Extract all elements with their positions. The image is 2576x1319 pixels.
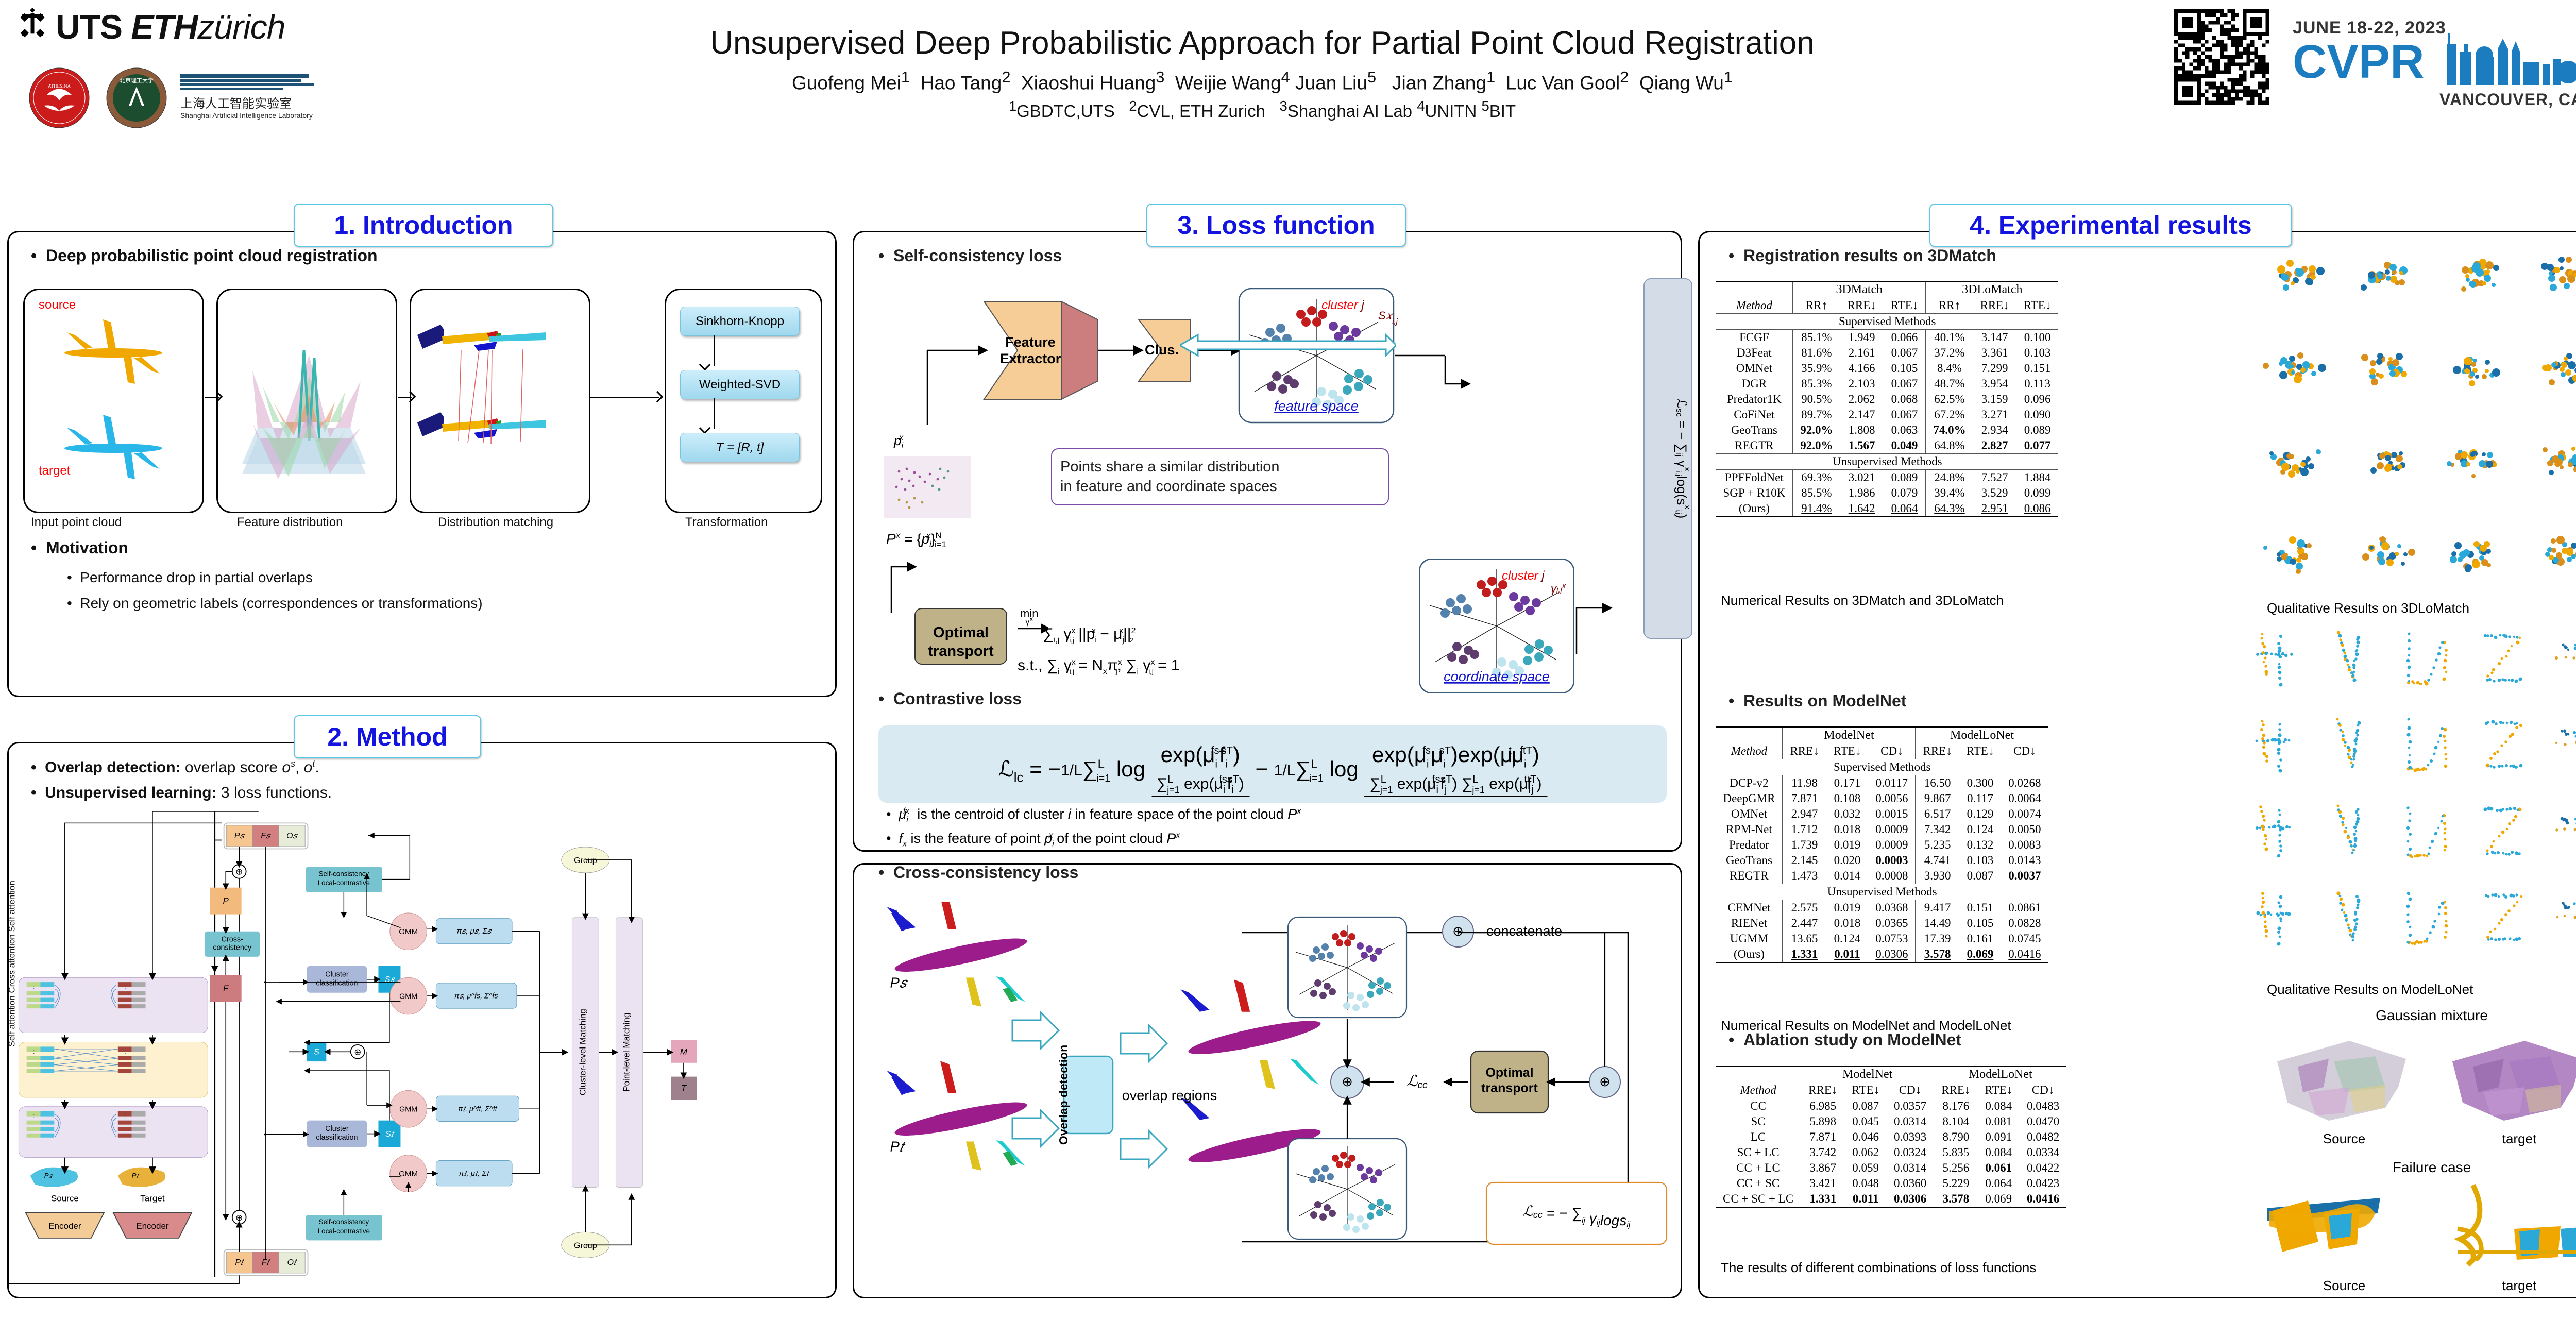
svg-text:⊕: ⊕: [235, 1213, 243, 1223]
svg-text:P𝑡: P𝑡: [235, 1258, 244, 1267]
svg-text::: :: [124, 1049, 126, 1055]
svg-text:P𝑡: P𝑡: [132, 1172, 140, 1180]
svg-text::: :: [124, 1113, 126, 1120]
svg-text:⊕: ⊕: [1342, 1074, 1353, 1089]
svg-text::: :: [33, 984, 35, 991]
svg-text:Encoder: Encoder: [136, 1221, 169, 1231]
svg-text:S𝑡: S𝑡: [385, 1129, 395, 1139]
svg-text:consistency: consistency: [213, 944, 252, 952]
svg-text:Cluster: Cluster: [325, 970, 349, 978]
svg-text:O𝑡: O𝑡: [287, 1258, 298, 1267]
svg-text:Local-contrastive: Local-contrastive: [318, 1227, 370, 1235]
svg-text:P: P: [223, 896, 229, 906]
svg-text:Source: Source: [51, 1193, 79, 1203]
svg-text:Self-consistency: Self-consistency: [319, 1218, 369, 1226]
svg-text:F𝑠: F𝑠: [261, 831, 271, 840]
svg-text:coordinate space: coordinate space: [1444, 669, 1550, 684]
svg-text:transport: transport: [1481, 1081, 1538, 1095]
svg-text::: :: [33, 1113, 35, 1120]
svg-text:π𝑡, μ𝑡, Σ𝑡: π𝑡, μ𝑡, Σ𝑡: [459, 1169, 490, 1178]
svg-text:Encoder: Encoder: [48, 1221, 81, 1231]
svg-text::: :: [124, 984, 126, 991]
svg-text:Overlap detection: Overlap detection: [1057, 1045, 1070, 1145]
svg-text:π𝑠, μ𝑠, Σ𝑠: π𝑠, μ𝑠, Σ𝑠: [456, 927, 492, 936]
svg-text:Extractor: Extractor: [1000, 351, 1061, 366]
svg-text:ATHESINA: ATHESINA: [48, 83, 71, 89]
svg-text:⊕: ⊕: [1599, 1074, 1611, 1089]
svg-text:Cluster: Cluster: [325, 1125, 349, 1133]
svg-text:⊕: ⊕: [235, 867, 243, 877]
svg-text:Clus.: Clus.: [1145, 342, 1179, 358]
svg-text:F𝑡: F𝑡: [262, 1258, 270, 1267]
svg-text:T: T: [681, 1083, 687, 1093]
svg-text:Point-level Matching: Point-level Matching: [621, 1013, 631, 1092]
svg-text:⊕: ⊕: [354, 1047, 361, 1057]
svg-text:Local-contrastive: Local-contrastive: [318, 879, 370, 887]
svg-text:P𝑠: P𝑠: [890, 974, 908, 990]
svg-text:Self attention Cross attentio: Self attention Cross attention Self atte…: [7, 881, 16, 1046]
svg-text:classification: classification: [316, 1134, 358, 1142]
svg-text:GMM: GMM: [399, 992, 417, 1001]
svg-text:北京理工大学: 北京理工大学: [120, 77, 154, 84]
svg-text:π𝑡, μ^ft, Σ^ft: π𝑡, μ^ft, Σ^ft: [458, 1105, 498, 1113]
svg-text:GMM: GMM: [399, 1106, 417, 1114]
svg-text:Cluster-level Matching: Cluster-level Matching: [578, 1009, 587, 1095]
svg-text::: :: [33, 1049, 35, 1055]
svg-text:cluster j: cluster j: [1502, 569, 1545, 583]
svg-text:P𝑠: P𝑠: [44, 1172, 53, 1180]
svg-text:feature space: feature space: [1274, 398, 1359, 414]
svg-text:Feature: Feature: [1005, 334, 1056, 350]
svg-text:Optimal: Optimal: [1485, 1066, 1533, 1080]
svg-text:overlap regions: overlap regions: [1122, 1088, 1217, 1103]
svg-text:ℒcc: ℒcc: [1406, 1073, 1428, 1091]
svg-text:Self-consistency: Self-consistency: [319, 870, 369, 877]
svg-text:Cross-: Cross-: [222, 935, 243, 943]
svg-text:π𝑠, μ^fs, Σ^fs: π𝑠, μ^fs, Σ^fs: [454, 992, 498, 1000]
svg-text:cluster j: cluster j: [1321, 298, 1364, 312]
svg-text:⊕: ⊕: [1452, 923, 1464, 939]
svg-text:P𝑠: P𝑠: [234, 831, 245, 840]
svg-text:S𝑠: S𝑠: [385, 975, 396, 984]
svg-text:Target: Target: [140, 1193, 165, 1203]
svg-text:GMM: GMM: [399, 927, 418, 936]
svg-text:classification: classification: [316, 979, 358, 987]
svg-text:F: F: [223, 984, 229, 993]
svg-text:Group: Group: [574, 1241, 597, 1250]
svg-text:concatenate: concatenate: [1486, 923, 1562, 939]
svg-text:M: M: [680, 1047, 688, 1057]
svg-text:Group: Group: [574, 856, 597, 865]
svg-text:O𝑠: O𝑠: [286, 831, 298, 840]
svg-text:P𝑡: P𝑡: [890, 1138, 906, 1154]
svg-text:GMM: GMM: [399, 1170, 418, 1178]
svg-text:S: S: [314, 1047, 319, 1057]
